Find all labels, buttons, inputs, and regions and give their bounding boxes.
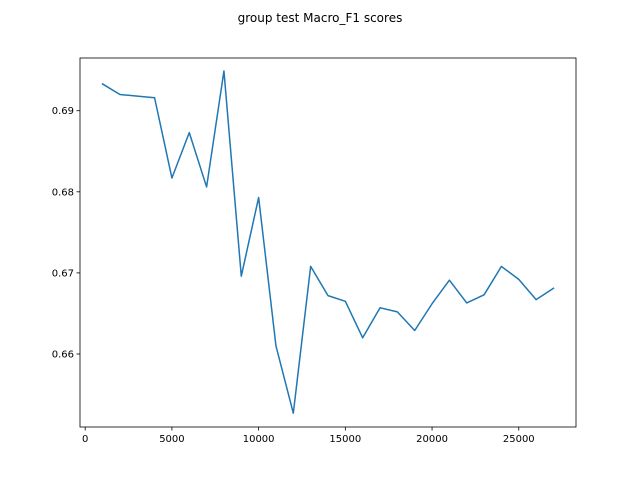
y-tick-label: 0.67 bbox=[52, 268, 74, 279]
y-tick-label: 0.66 bbox=[52, 350, 74, 361]
plot-area: 0 5000 10000 15000 20000 25000 0.66 0.67 0.68 0.6… bbox=[52, 57, 577, 445]
chart-title: group test Macro_F1 scores bbox=[238, 11, 403, 25]
y-tick-label: 0.69 bbox=[52, 106, 74, 117]
x-tick-label: 5000 bbox=[159, 434, 184, 445]
y-tick-label: 0.68 bbox=[52, 187, 74, 198]
series-line-0 bbox=[101, 70, 555, 414]
axes-frame bbox=[79, 57, 577, 428]
x-tick-label: 15000 bbox=[329, 434, 361, 445]
x-tick-label: 20000 bbox=[416, 434, 448, 445]
x-tick-label: 25000 bbox=[503, 434, 535, 445]
x-tick-label: 10000 bbox=[243, 434, 275, 445]
x-tick-label: 0 bbox=[82, 434, 88, 445]
